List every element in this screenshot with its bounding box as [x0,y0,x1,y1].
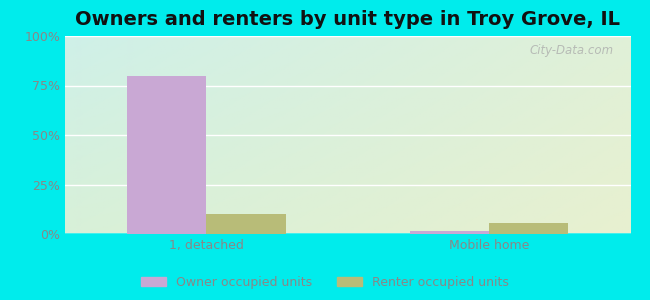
Bar [127,76,207,234]
Bar [207,214,285,234]
Legend: Owner occupied units, Renter occupied units: Owner occupied units, Renter occupied un… [136,271,514,294]
Bar [410,231,489,234]
Text: City-Data.com: City-Data.com [529,44,614,57]
Title: Owners and renters by unit type in Troy Grove, IL: Owners and renters by unit type in Troy … [75,10,620,29]
Bar [489,223,568,234]
